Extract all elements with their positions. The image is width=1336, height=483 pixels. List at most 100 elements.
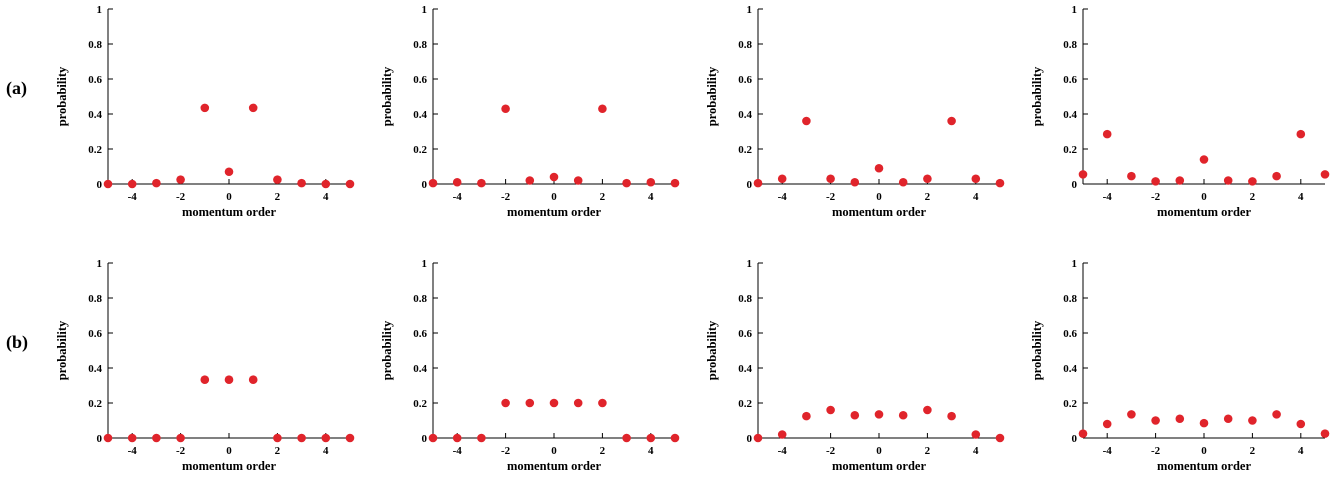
y-tick-label: 0.2: [738, 144, 752, 156]
x-tick-label: -4: [128, 191, 138, 203]
y-tick-label: 0: [747, 179, 753, 191]
data-point: [1320, 429, 1330, 438]
x-tick-label: -4: [453, 191, 463, 203]
data-point: [127, 433, 137, 443]
data-point: [224, 167, 234, 177]
data-point: [995, 178, 1005, 188]
x-tick-label: -2: [826, 445, 836, 457]
x-tick-label: 0: [1201, 445, 1207, 457]
data-point: [1151, 177, 1160, 186]
data-point: [1078, 429, 1088, 438]
y-tick-label: 0.2: [1063, 398, 1077, 410]
x-tick-label: 2: [925, 445, 931, 457]
data-point: [273, 433, 282, 443]
y-tick-label: 0.4: [738, 363, 752, 375]
y-tick-label: 0.2: [1063, 144, 1077, 156]
subplot-0-2: 0 0.2 0.4 0.6 0.8 1 -4 -2 0 2 4 momentum order proba…: [705, 4, 1005, 219]
x-tick-label: -2: [1151, 445, 1161, 457]
data-point: [501, 104, 510, 114]
row-label-b: (b): [6, 332, 28, 352]
x-tick-label: -2: [826, 191, 836, 203]
data-point: [1199, 418, 1209, 428]
data-point: [777, 430, 787, 439]
x-tick-label: 0: [876, 445, 882, 457]
data-point: [200, 103, 210, 113]
y-tick-label: 0.6: [738, 328, 752, 340]
data-point: [152, 178, 161, 188]
y-tick-label: 1: [1072, 258, 1078, 270]
data-point: [452, 177, 462, 187]
data-point: [477, 178, 486, 188]
x-tick-label: 4: [1298, 191, 1304, 203]
x-axis-label: momentum order: [1157, 459, 1252, 473]
data-point: [428, 433, 438, 443]
y-tick-label: 1: [422, 258, 428, 270]
x-tick-label: -4: [128, 445, 138, 457]
x-tick-label: 4: [973, 191, 979, 203]
x-tick-label: 0: [226, 445, 232, 457]
data-point: [670, 433, 680, 443]
y-axis-label: probability: [55, 320, 69, 380]
x-tick-label: 2: [600, 445, 606, 457]
data-point: [549, 172, 559, 182]
data-point: [1199, 155, 1209, 164]
y-axis-label: probability: [1030, 66, 1044, 126]
y-tick-label: 0.4: [413, 363, 427, 375]
y-tick-label: 1: [97, 4, 103, 16]
data-point: [1223, 176, 1233, 185]
data-point: [1272, 410, 1281, 419]
y-tick-label: 0.8: [88, 39, 102, 51]
y-tick-label: 0: [97, 433, 103, 445]
data-point: [1320, 170, 1330, 179]
data-point: [248, 375, 258, 385]
x-tick-label: 0: [1201, 191, 1207, 203]
y-axis-label: probability: [705, 320, 719, 380]
y-tick-label: 0.6: [88, 74, 102, 86]
subplot-1-1: 0 0.2 0.4 0.6 0.8 1 -4 -2 0 2 4 momentum order proba…: [380, 258, 680, 473]
data-point: [1296, 419, 1306, 429]
data-point: [598, 104, 607, 114]
data-point: [248, 103, 258, 113]
data-point: [477, 433, 486, 443]
data-point: [802, 411, 811, 421]
x-tick-label: -2: [501, 445, 511, 457]
x-tick-label: 4: [648, 191, 654, 203]
x-axis-label: momentum order: [507, 205, 602, 219]
x-tick-label: 0: [551, 191, 557, 203]
data-point: [1127, 171, 1136, 181]
y-tick-label: 0.8: [738, 293, 752, 305]
data-point: [573, 398, 583, 408]
data-point: [345, 433, 355, 443]
data-point: [1102, 129, 1112, 139]
y-tick-label: 0: [747, 433, 753, 445]
data-point: [898, 410, 908, 420]
data-point: [345, 179, 355, 189]
y-tick-label: 0.8: [1063, 39, 1077, 51]
x-axis-label: momentum order: [182, 459, 277, 473]
y-axis-label: probability: [705, 66, 719, 126]
data-point: [826, 174, 835, 184]
data-point: [321, 179, 331, 189]
row-label-a: (a): [6, 78, 27, 98]
y-tick-label: 0.8: [738, 39, 752, 51]
x-tick-label: 2: [1250, 445, 1256, 457]
data-point: [1102, 419, 1112, 429]
data-point: [1175, 176, 1185, 185]
x-tick-label: -2: [501, 191, 511, 203]
subplot-1-2: 0 0.2 0.4 0.6 0.8 1 -4 -2 0 2 4 momentum order proba…: [705, 258, 1005, 473]
data-point: [1078, 170, 1088, 179]
data-point: [850, 177, 860, 187]
y-tick-label: 0: [97, 179, 103, 191]
y-tick-label: 1: [747, 4, 753, 16]
data-point: [898, 177, 908, 187]
data-point: [1296, 129, 1306, 139]
subplot-0-1: 0 0.2 0.4 0.6 0.8 1 -4 -2 0 2 4 momentum order proba…: [380, 4, 680, 219]
data-point: [525, 176, 535, 185]
data-point: [646, 433, 656, 443]
data-point: [622, 433, 631, 443]
data-point: [1151, 416, 1160, 425]
y-tick-label: 0.2: [413, 144, 427, 156]
y-tick-label: 0.2: [413, 398, 427, 410]
y-tick-label: 0.4: [1063, 363, 1077, 375]
